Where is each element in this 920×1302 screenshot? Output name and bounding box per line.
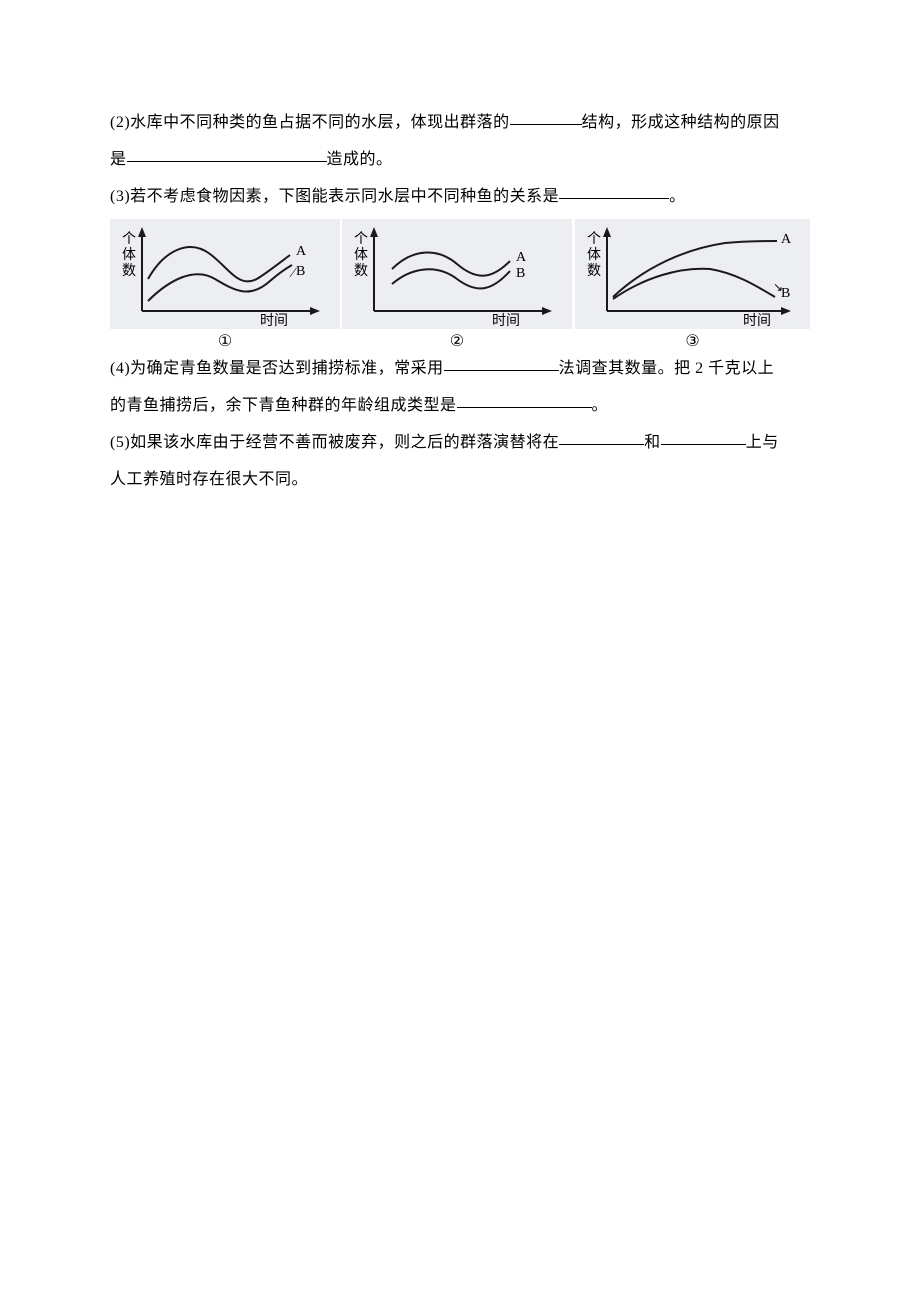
q4-blank-2	[457, 392, 592, 408]
q3-blank	[559, 183, 669, 199]
q2-text-b: 结构，形成这种结构的原因	[582, 114, 780, 131]
chart-1-yarrow	[138, 227, 146, 237]
chart-2-label-b: B	[516, 266, 525, 281]
question-2-line-1: (2)水库中不同种类的鱼占据不同的水层，体现出群落的 结构，形成这种结构的原因	[110, 105, 810, 142]
chart-1-ylabel-2: 体	[122, 247, 136, 263]
chart-2: 个 体 数 A B 时间	[342, 219, 572, 329]
question-4-line-1: (4)为确定青鱼数量是否达到捕捞标准，常采用 法调查其数量。把 2 千克以上	[110, 351, 810, 388]
chart-2-ylabel: 个	[354, 231, 368, 247]
q2-text-d: 造成的。	[327, 151, 393, 168]
chart-1-curve-a	[148, 247, 290, 281]
chart-3-xlabel: 时间	[743, 313, 771, 329]
question-5-line-1: (5)如果该水库由于经营不善而被废弃，则之后的群落演替将在 和 上与	[110, 425, 810, 462]
question-4-line-2: 的青鱼捕捞后，余下青鱼种群的年龄组成类型是 。	[110, 388, 810, 425]
chart-2-xlabel: 时间	[492, 313, 520, 329]
chart-3-xarrow	[781, 307, 791, 315]
chart-1: 个 体 数 A ∕ B 时间	[110, 219, 340, 329]
chart-2-label-a: A	[516, 250, 527, 265]
chart-3-curve-b	[613, 269, 775, 299]
q4-blank-1	[444, 355, 559, 371]
chart-3-ylabel-3: 数	[587, 263, 601, 279]
q5-blank-2	[661, 429, 746, 445]
chart-1-ylabel: 个	[122, 231, 136, 247]
chart-1-xlabel: 时间	[260, 313, 288, 329]
chart-1-label-b: B	[296, 264, 305, 279]
chart-2-curve-b	[392, 270, 510, 289]
q5-blank-1	[559, 429, 644, 445]
chart-3-label-b: B	[781, 286, 790, 301]
chart-2-wrap: 个 体 数 A B 时间 ②	[342, 219, 572, 351]
q2-blank-1	[510, 109, 582, 125]
q4-text-d: 。	[592, 397, 609, 414]
chart-1-svg: 个 体 数 A ∕ B 时间	[110, 219, 340, 329]
chart-3-yarrow	[603, 227, 611, 237]
chart-1-label-a: A	[296, 244, 307, 259]
q5-text-d: 人工养殖时存在很大不同。	[110, 471, 308, 488]
q4-text-c: 的青鱼捕捞后，余下青鱼种群的年龄组成类型是	[110, 397, 457, 414]
q3-text-b: 。	[669, 188, 686, 205]
chart-3-number: ③	[685, 331, 699, 351]
q2-blank-2	[127, 146, 327, 162]
chart-3: 个 体 数 A ↘ B 时间	[575, 219, 810, 329]
chart-1-ylabel-3: 数	[122, 263, 136, 279]
chart-2-xarrow	[542, 307, 552, 315]
charts-row: 个 体 数 A ∕ B 时间 ① 个 体 数	[110, 219, 810, 351]
question-2-line-2: 是 造成的。	[110, 142, 810, 179]
chart-1-number: ①	[218, 331, 232, 351]
chart-1-wrap: 个 体 数 A ∕ B 时间 ①	[110, 219, 340, 351]
chart-3-ylabel: 个	[587, 231, 601, 247]
q3-text-a: (3)若不考虑食物因素，下图能表示同水层中不同种鱼的关系是	[110, 188, 559, 205]
q4-text-a: (4)为确定青鱼数量是否达到捕捞标准，常采用	[110, 360, 444, 377]
question-5-line-2: 人工养殖时存在很大不同。	[110, 462, 810, 499]
q5-text-c: 上与	[746, 434, 779, 451]
chart-2-number: ②	[450, 331, 464, 351]
chart-1-xarrow	[310, 307, 320, 315]
q2-text-c: 是	[110, 151, 127, 168]
chart-3-svg: 个 体 数 A ↘ B 时间	[575, 219, 810, 329]
chart-2-ylabel-2: 体	[354, 247, 368, 263]
q5-text-b: 和	[644, 434, 661, 451]
chart-2-ylabel-3: 数	[354, 263, 368, 279]
chart-3-label-a: A	[781, 232, 792, 247]
question-3-line: (3)若不考虑食物因素，下图能表示同水层中不同种鱼的关系是 。	[110, 179, 810, 216]
q2-text-a: (2)水库中不同种类的鱼占据不同的水层，体现出群落的	[110, 114, 510, 131]
chart-3-ylabel-2: 体	[587, 247, 601, 263]
q4-text-b: 法调查其数量。把 2 千克以上	[559, 360, 775, 377]
chart-2-svg: 个 体 数 A B 时间	[342, 219, 572, 329]
chart-3-wrap: 个 体 数 A ↘ B 时间 ③	[575, 219, 810, 351]
q5-text-a: (5)如果该水库由于经营不善而被废弃，则之后的群落演替将在	[110, 434, 559, 451]
chart-2-yarrow	[370, 227, 378, 237]
